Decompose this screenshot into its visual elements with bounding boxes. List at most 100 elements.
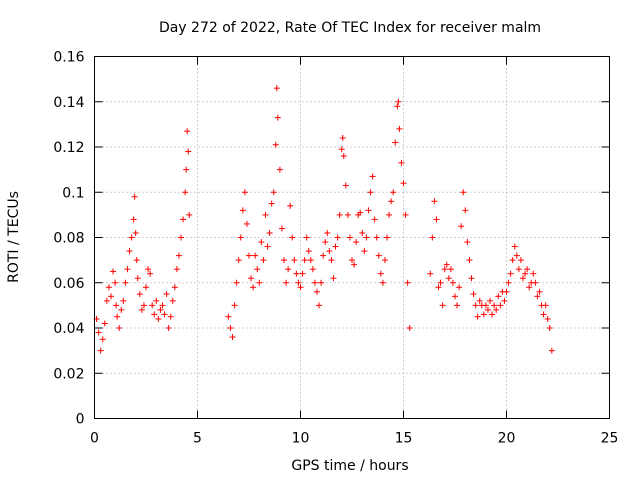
data-point [116, 325, 123, 331]
data-point [243, 220, 250, 227]
data-point [373, 234, 380, 241]
data-point [353, 239, 360, 246]
data-point [99, 336, 106, 343]
data-point [145, 266, 152, 273]
data-point [339, 134, 346, 141]
data-point [532, 279, 539, 286]
data-point [474, 313, 481, 320]
data-point [118, 306, 125, 313]
data-point [534, 293, 541, 300]
data-point [480, 311, 487, 318]
data-point [130, 216, 137, 223]
data-point [493, 306, 500, 313]
data-point [519, 275, 526, 282]
data-point [320, 252, 327, 259]
data-point [346, 234, 353, 241]
data-point [225, 313, 232, 320]
data-point [132, 229, 139, 236]
data-point [295, 279, 302, 286]
data-point [278, 225, 285, 232]
data-point [184, 128, 191, 135]
data-point [464, 239, 471, 246]
data-point [153, 297, 160, 304]
data-point [338, 146, 345, 153]
data-point [445, 275, 452, 282]
data-point [231, 302, 238, 309]
data-point [229, 334, 236, 341]
data-point [427, 270, 434, 277]
data-point [452, 293, 458, 300]
data-point [495, 293, 502, 300]
data-point [316, 302, 323, 309]
data-point [241, 189, 248, 196]
data-point [178, 234, 185, 241]
y-tick-label: 0.04 [53, 321, 84, 337]
data-point [377, 270, 384, 277]
data-point [252, 252, 259, 259]
data-point [149, 302, 156, 309]
data-point [336, 211, 343, 218]
data-point [536, 288, 543, 295]
data-point [291, 257, 298, 264]
data-point [110, 268, 117, 275]
data-point [472, 302, 479, 309]
data-point [95, 329, 102, 336]
data-point [375, 252, 382, 259]
y-tick-label: 0.16 [53, 50, 84, 66]
data-point [515, 266, 522, 273]
data-point [540, 311, 547, 318]
data-point [470, 291, 477, 298]
data-point [384, 234, 391, 241]
data-point [258, 239, 265, 246]
data-point [511, 243, 518, 250]
data-point [505, 279, 512, 286]
data-point [105, 284, 112, 291]
data-point [268, 200, 275, 207]
y-tick-labels: 0 0.02 0.04 0.06 0.08 0.1 0.12 0.14 0.16 [53, 50, 84, 428]
data-point [183, 166, 190, 173]
data-point [151, 311, 158, 318]
data-point [122, 279, 129, 286]
x-tick-label: 5 [193, 431, 202, 447]
data-point [133, 257, 140, 264]
data-point [497, 302, 504, 309]
x-tick-label: 10 [292, 431, 310, 447]
data-point [443, 261, 450, 268]
data-point [171, 284, 178, 291]
data-point [233, 279, 240, 286]
data-point [369, 173, 376, 180]
data-point [388, 198, 395, 205]
data-point [297, 284, 304, 291]
data-point [328, 257, 335, 264]
data-point [235, 257, 242, 264]
data-point [167, 313, 174, 320]
data-point [394, 103, 401, 110]
x-tick-label: 0 [90, 431, 99, 447]
data-point [489, 311, 496, 318]
data-point [293, 270, 300, 277]
data-point [433, 216, 440, 223]
data-point [254, 266, 261, 273]
data-point [311, 279, 318, 286]
data-point [367, 189, 374, 196]
data-point [97, 347, 104, 354]
data-point [386, 211, 393, 218]
data-point [126, 248, 133, 255]
data-point [124, 266, 131, 273]
y-tick-label: 0.08 [53, 231, 84, 247]
data-point [264, 243, 271, 250]
grid-lines [94, 56, 610, 419]
data-point [248, 275, 255, 282]
data-point [513, 252, 520, 259]
data-point [456, 284, 463, 291]
data-point [359, 229, 366, 236]
data-point [175, 252, 182, 259]
data-point [322, 239, 329, 246]
data-point [544, 315, 551, 322]
y-tick-label: 0.14 [53, 95, 84, 111]
data-point [395, 98, 402, 105]
data-point [351, 261, 358, 268]
data-point [349, 257, 355, 264]
data-point [285, 266, 292, 273]
data-point [476, 297, 483, 304]
